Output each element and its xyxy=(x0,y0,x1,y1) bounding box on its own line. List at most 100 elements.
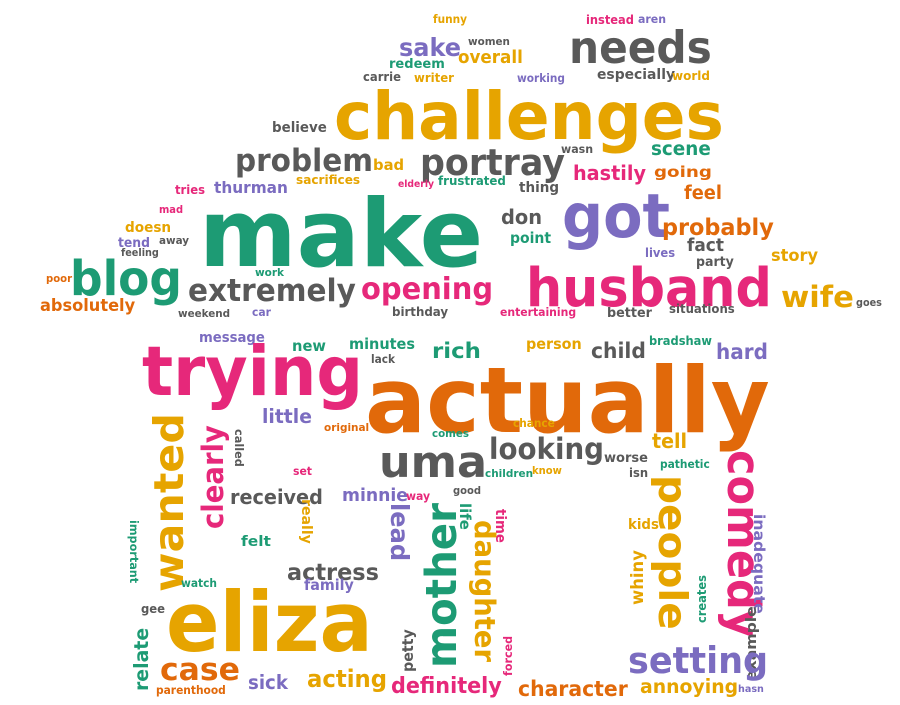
cloud-word-looking: looking xyxy=(489,432,605,466)
cloud-word-goes: goes xyxy=(856,298,882,309)
cloud-word-uma: uma xyxy=(379,438,488,488)
cloud-word-tries: tries xyxy=(175,183,206,197)
cloud-word-annoying: annoying xyxy=(640,675,739,698)
cloud-word-work: work xyxy=(255,266,285,279)
cloud-word-make: make xyxy=(199,180,484,289)
cloud-word-petty: petty xyxy=(399,629,417,672)
cloud-word-sake: sake xyxy=(399,33,462,62)
cloud-word-absolutely: absolutely xyxy=(40,296,136,316)
cloud-word-world: world xyxy=(672,68,710,83)
cloud-word-forced: forced xyxy=(501,635,515,676)
cloud-word-hasn: hasn xyxy=(738,684,764,695)
cloud-word-set: set xyxy=(293,464,312,478)
cloud-word-tend: tend xyxy=(118,236,150,251)
cloud-word-redeem: redeem xyxy=(389,56,445,72)
cloud-word-new: new xyxy=(292,337,326,355)
cloud-word-funny: funny xyxy=(433,13,468,26)
cloud-word-going: going xyxy=(654,163,712,181)
cloud-word-lives: lives xyxy=(645,246,676,260)
cloud-word-good: good xyxy=(453,485,482,497)
cloud-word-tell: tell xyxy=(652,429,688,453)
cloud-word-worse: worse xyxy=(604,450,649,466)
cloud-word-watch: watch xyxy=(181,577,218,590)
cloud-word-setting: setting xyxy=(628,639,769,682)
cloud-word-parenthood: parenthood xyxy=(156,684,226,697)
cloud-word-better: better xyxy=(607,306,652,321)
cloud-word-probably: probably xyxy=(662,213,774,241)
cloud-word-thing: thing xyxy=(519,180,559,196)
cloud-word-creates: creates xyxy=(695,575,709,623)
cloud-word-way: way xyxy=(406,489,431,503)
cloud-word-wasn: wasn xyxy=(561,142,594,156)
cloud-word-eliza: eliza xyxy=(166,574,373,671)
cloud-word-rich: rich xyxy=(432,339,481,364)
cloud-word-definitely: definitely xyxy=(391,674,502,699)
cloud-word-problem: problem xyxy=(235,143,373,179)
cloud-word-lead: lead xyxy=(385,503,414,562)
cloud-word-person: person xyxy=(526,335,582,353)
cloud-word-needs: needs xyxy=(569,23,712,74)
cloud-word-whiny: whiny xyxy=(628,550,648,605)
cloud-word-point: point xyxy=(510,230,552,247)
cloud-word-story: story xyxy=(771,246,819,266)
cloud-word-believe: believe xyxy=(272,120,327,136)
cloud-word-received: received xyxy=(230,485,323,509)
cloud-word-opening: opening xyxy=(361,272,494,307)
cloud-word-instead: instead xyxy=(586,13,634,27)
cloud-word-children: children xyxy=(485,467,534,480)
cloud-word-sacrifices: sacrifices xyxy=(296,172,361,187)
cloud-word-extremely: extremely xyxy=(188,273,356,309)
cloud-word-entertaining: entertaining xyxy=(500,305,577,319)
cloud-word-inadequate: inadequate xyxy=(750,514,768,614)
cloud-word-chance: chance xyxy=(513,417,555,430)
cloud-word-message: message xyxy=(199,330,265,346)
cloud-word-mother: mother xyxy=(417,502,466,668)
cloud-word-daughter: daughter xyxy=(468,520,502,663)
cloud-word-birthday: birthday xyxy=(392,304,449,319)
cloud-word-away: away xyxy=(159,234,190,247)
cloud-word-especially: especially xyxy=(597,66,676,83)
cloud-word-gee: gee xyxy=(141,602,166,616)
cloud-word-elderly: elderly xyxy=(398,179,434,190)
cloud-word-mad: mad xyxy=(159,204,184,216)
cloud-word-party: party xyxy=(696,255,734,270)
cloud-word-car: car xyxy=(252,306,271,319)
cloud-word-frustrated: frustrated xyxy=(438,173,506,188)
cloud-word-actress: actress xyxy=(287,558,379,586)
cloud-word-fact: fact xyxy=(687,235,724,256)
cloud-word-weekend: weekend xyxy=(178,307,231,320)
cloud-word-women: women xyxy=(468,35,510,48)
cloud-word-wanted: wanted xyxy=(145,413,193,592)
cloud-word-feeling: feeling xyxy=(121,248,159,259)
cloud-word-relate: relate xyxy=(130,627,153,691)
cloud-word-thurman: thurman xyxy=(214,178,288,197)
cloud-word-scene: scene xyxy=(651,137,711,160)
cloud-word-doesn: doesn xyxy=(125,220,172,236)
cloud-word-challenges: challenges xyxy=(334,77,724,155)
cloud-word-overall: overall xyxy=(458,48,523,68)
cloud-word-bradshaw: bradshaw xyxy=(649,334,712,348)
cloud-word-lack: lack xyxy=(371,353,396,366)
cloud-word-people: people xyxy=(649,475,694,630)
cloud-word-bad: bad xyxy=(373,156,405,174)
cloud-word-poor: poor xyxy=(46,273,73,285)
cloud-word-acting: acting xyxy=(307,665,387,693)
cloud-word-feel: feel xyxy=(684,183,722,204)
cloud-word-actually: actually xyxy=(365,347,770,454)
cloud-word-hastily: hastily xyxy=(573,161,646,185)
cloud-word-called: called xyxy=(232,429,246,467)
cloud-word-original: original xyxy=(324,421,370,434)
cloud-word-aren: aren xyxy=(638,12,667,26)
cloud-word-working: working xyxy=(517,72,565,85)
cloud-word-trying: trying xyxy=(142,333,363,412)
cloud-word-child: child xyxy=(591,339,646,364)
cloud-word-know: know xyxy=(532,465,562,477)
cloud-word-writer: writer xyxy=(414,71,454,85)
cloud-word-minnie: minnie xyxy=(342,485,408,506)
cloud-word-isn: isn xyxy=(629,466,649,480)
cloud-word-felt: felt xyxy=(241,534,271,550)
cloud-word-clearly: clearly xyxy=(196,425,230,529)
cloud-word-wife: wife xyxy=(781,280,854,314)
cloud-word-really: really xyxy=(298,499,314,544)
cloud-word-hard: hard xyxy=(716,340,768,364)
